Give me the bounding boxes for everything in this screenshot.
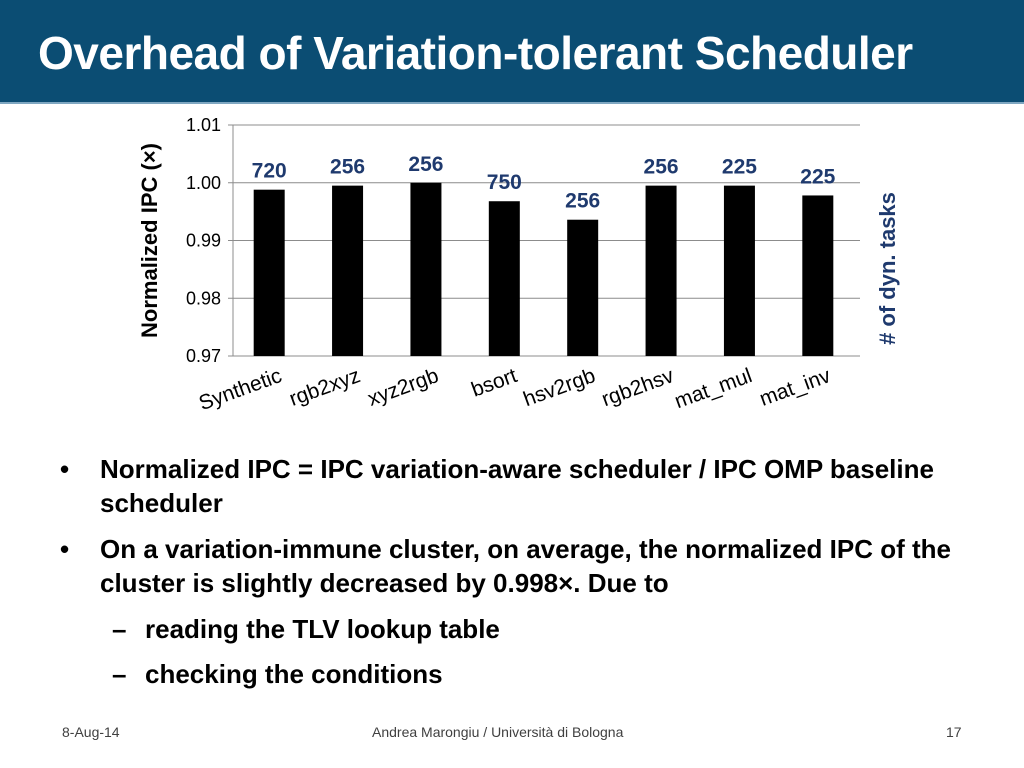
x-tick-label: mat_mul	[672, 364, 756, 413]
bar-annotation-label: 720	[252, 160, 287, 183]
bar	[332, 185, 364, 356]
bullet-text: On a variation-immune cluster, on averag…	[100, 534, 951, 598]
bar	[802, 195, 834, 356]
y-tick-label: 1.01	[186, 115, 221, 135]
bar-annotation-label: 225	[800, 165, 835, 188]
x-tick-label: hsv2rgb	[520, 364, 598, 411]
y-tick-label: 1.00	[186, 173, 221, 193]
bar-annotation-label: 256	[330, 156, 365, 179]
bar-annotation-label: 750	[487, 171, 522, 194]
y-axis-label: Normalized IPC (×)	[137, 143, 162, 338]
bullet-list: • Normalized IPC = IPC variation-aware s…	[60, 452, 980, 702]
x-tick-label: mat_inv	[757, 364, 834, 411]
bullet-dot: •	[60, 534, 70, 564]
bar	[567, 219, 599, 356]
bar	[723, 185, 755, 356]
x-tick-label: rgb2hsv	[599, 364, 678, 411]
bar-chart: 0.97 0.98 0.99 1.00 1.01 Normalized IPC (×) # …	[137, 115, 900, 415]
bullet-text: Normalized IPC = IPC variation-aware sch…	[100, 454, 934, 518]
title-bar: Overhead of Variation-tolerant Scheduler	[0, 0, 1024, 104]
bullet-item: • On a variation-immune cluster, on aver…	[60, 532, 980, 600]
footer-page-number: 17	[946, 724, 962, 740]
x-tick-label: Synthetic	[196, 364, 285, 415]
sub-bullet-dash: –	[112, 614, 127, 644]
sub-bullet-item: – checking the conditions	[60, 657, 980, 691]
footer-author: Andrea Marongiu / Università di Bologna	[372, 724, 624, 740]
y-tick-label: 0.98	[186, 288, 221, 308]
x-tick-label: bsort	[468, 364, 520, 402]
bar-annotation-label: 225	[722, 156, 757, 179]
sub-bullet-item: – reading the TLV lookup table	[60, 612, 980, 646]
slide-title: Overhead of Variation-tolerant Scheduler	[38, 27, 913, 79]
bar-annotation-label: 256	[408, 153, 443, 176]
secondary-axis-label: # of dyn. tasks	[875, 192, 900, 345]
sub-bullet-dash: –	[112, 659, 127, 689]
sub-bullet-text: checking the conditions	[145, 659, 443, 689]
bar	[488, 201, 520, 356]
y-tick-label: 0.97	[186, 346, 221, 366]
y-tick-label: 0.99	[186, 231, 221, 251]
bar	[645, 185, 677, 356]
bar	[253, 189, 285, 356]
sub-bullet-text: reading the TLV lookup table	[145, 614, 500, 644]
bar	[410, 182, 442, 356]
x-tick-label: xyz2rgb	[365, 364, 442, 411]
bar-annotation-label: 256	[644, 156, 679, 179]
bullet-item: • Normalized IPC = IPC variation-aware s…	[60, 452, 980, 520]
bar-annotation-label: 256	[565, 190, 600, 213]
x-tick-label: rgb2xyz	[286, 364, 363, 411]
bullet-dot: •	[60, 454, 70, 484]
footer-date: 8-Aug-14	[62, 724, 120, 740]
